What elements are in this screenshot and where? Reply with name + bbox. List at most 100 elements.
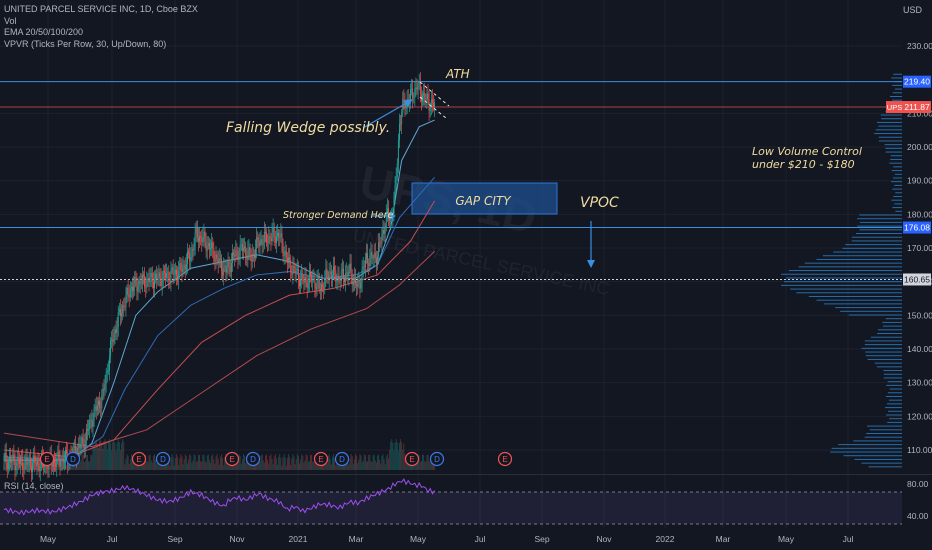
volume-profile-bar: [864, 344, 902, 346]
ticker-tag: UPS: [887, 103, 902, 112]
candle-body: [117, 312, 119, 327]
volume-profile-bar: [885, 318, 902, 320]
legend-vpvr[interactable]: VPVR (Ticks Per Row, 30, Up/Down, 80): [4, 38, 167, 49]
volume-bar: [148, 455, 150, 470]
ticker-tag-bg: [886, 101, 903, 114]
vpoc-annotation: VPOC: [580, 195, 619, 211]
candle-body: [102, 388, 104, 396]
volume-bar: [100, 439, 102, 470]
volume-bar: [307, 462, 309, 470]
volume-bar: [156, 463, 158, 470]
candle-body: [234, 255, 236, 257]
volume-bar: [325, 459, 327, 470]
candle-body: [409, 89, 411, 101]
volume-profile-bar: [891, 199, 902, 201]
ema-line: [3, 176, 435, 461]
price-tag-high-bg: [903, 75, 931, 88]
volume-bar: [416, 460, 418, 470]
candle-body: [152, 282, 154, 289]
volume-bar: [361, 462, 363, 470]
volume-bar: [149, 454, 151, 470]
candle-body: [328, 271, 330, 279]
candle-body: [275, 235, 277, 243]
volume-profile-bar: [876, 121, 902, 123]
candle-body: [322, 284, 324, 287]
candle-body: [369, 256, 371, 267]
volume-bar: [244, 455, 246, 470]
volume-bar: [130, 454, 132, 470]
candle-body: [200, 235, 202, 238]
candle-body: [166, 272, 168, 278]
candle-body: [226, 268, 228, 273]
candle-body: [219, 258, 221, 260]
currency-label[interactable]: USD: [902, 5, 922, 15]
candle-body: [135, 277, 137, 283]
volume-profile-bar: [892, 207, 902, 209]
candle-body: [238, 256, 240, 260]
candle-body: [184, 264, 186, 270]
volume-profile-bar: [887, 381, 902, 383]
volume-bar: [197, 454, 199, 470]
candle-body: [317, 278, 319, 280]
volume-bar: [116, 442, 118, 470]
candle-body: [73, 445, 75, 449]
volume-bar: [212, 454, 214, 470]
volume-bar: [328, 454, 330, 470]
candle-body: [203, 231, 205, 237]
candle-body: [355, 277, 356, 285]
candle-body: [312, 278, 314, 281]
volume-bar: [384, 464, 386, 470]
candle-body: [423, 92, 425, 96]
candle-body: [281, 233, 283, 243]
candle-body: [74, 445, 76, 456]
candle-body: [310, 272, 311, 275]
volume-profile-bar: [869, 429, 902, 431]
volume-bar: [411, 463, 412, 470]
legend-ema[interactable]: EMA 20/50/100/200: [4, 27, 84, 37]
legend-symbol[interactable]: UNITED PARCEL SERVICE INC, 1D, Cboe BZX: [4, 4, 198, 14]
candle-body: [51, 464, 53, 467]
candle-body: [92, 421, 94, 427]
volume-bar: [382, 454, 384, 470]
candle-body: [181, 268, 183, 272]
volume-bar: [395, 439, 397, 470]
volume-profile-bar: [884, 144, 902, 146]
candle-body: [258, 240, 260, 247]
candle-body: [54, 460, 55, 463]
earnings-marker: [497, 451, 513, 467]
candle-body: [66, 450, 68, 454]
volume-bar: [401, 441, 403, 470]
candle-body: [316, 279, 318, 290]
volume-profile-bar: [808, 295, 902, 297]
volume-profile-bar: [894, 173, 902, 175]
legend-volume[interactable]: Vol: [4, 15, 17, 26]
candle-body: [237, 251, 239, 260]
candle-body: [213, 248, 215, 261]
candle-body: [388, 208, 389, 220]
earnings-marker-letter: D: [70, 455, 76, 464]
candle-body: [384, 227, 386, 234]
candle-body: [292, 265, 294, 275]
candle-body: [323, 286, 325, 289]
volume-bar: [286, 457, 288, 470]
candle-body: [29, 459, 31, 467]
candle-body: [401, 112, 403, 125]
volume-bar: [275, 458, 277, 470]
volume-bar: [292, 454, 294, 470]
candle-body: [14, 460, 16, 471]
candle-body: [10, 457, 12, 463]
candle-body: [239, 244, 241, 257]
volume-bar: [357, 463, 359, 470]
volume-bar: [125, 458, 127, 470]
candle-body: [167, 272, 169, 274]
volume-bar: [80, 460, 82, 470]
volume-bar: [349, 458, 351, 470]
price-axis-tick: 120.00: [907, 411, 932, 421]
volume-profile-bar: [784, 281, 902, 283]
volume-bar: [379, 459, 381, 470]
rsi-legend[interactable]: RSI (14, close): [4, 481, 64, 491]
candle-body: [394, 185, 396, 198]
time-axis-tick: Sep: [167, 534, 182, 544]
volume-profile-bar: [854, 458, 902, 460]
